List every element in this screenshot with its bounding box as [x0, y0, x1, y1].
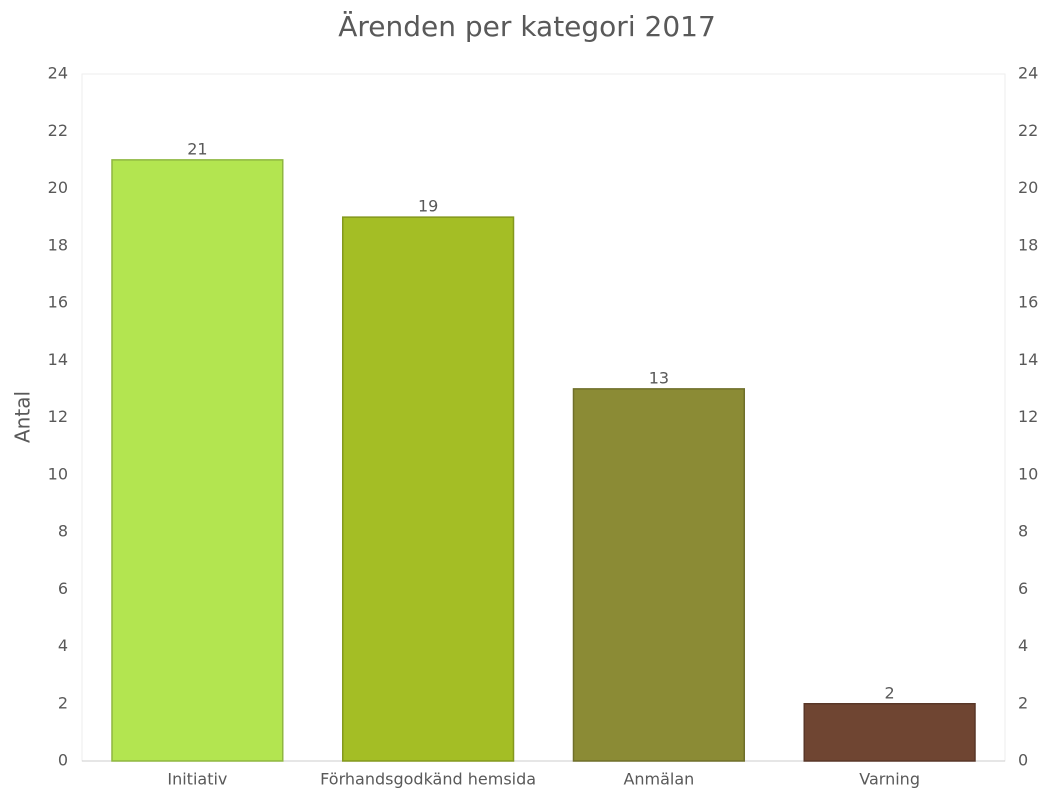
- y-tick-label: 12: [48, 407, 68, 426]
- x-tick-label: Förhandsgodkänd hemsida: [320, 770, 536, 789]
- y2-tick-label: 14: [1018, 350, 1038, 369]
- chart-title: Ärenden per kategori 2017: [338, 10, 716, 43]
- y-tick-label: 2: [58, 693, 68, 712]
- y-tick-label: 20: [48, 178, 68, 197]
- y-tick-label: 10: [48, 464, 68, 483]
- y-tick-label: 0: [58, 751, 68, 770]
- y2-tick-label: 18: [1018, 235, 1038, 254]
- y-tick-label: 16: [48, 293, 68, 312]
- bar: [572, 388, 746, 762]
- x-tick-label: Initiativ: [167, 770, 227, 789]
- y-tick-label: 8: [58, 522, 68, 541]
- y2-tick-label: 2: [1018, 693, 1028, 712]
- y2-tick-label: 20: [1018, 178, 1038, 197]
- data-label: 2: [885, 683, 895, 702]
- y-tick-label: 4: [58, 636, 68, 655]
- y2-tick-label: 10: [1018, 464, 1038, 483]
- y-tick-label: 6: [58, 579, 68, 598]
- y-tick-label: 24: [48, 64, 68, 83]
- y2-tick-label: 12: [1018, 407, 1038, 426]
- bar: [111, 159, 284, 762]
- data-label: 21: [187, 139, 207, 158]
- y2-tick-label: 4: [1018, 636, 1028, 655]
- y2-tick-label: 6: [1018, 579, 1028, 598]
- y2-tick-label: 8: [1018, 522, 1028, 541]
- y-tick-label: 18: [48, 235, 68, 254]
- x-tick-label: Varning: [859, 770, 920, 789]
- y-axis-label: Antal: [11, 391, 35, 443]
- y2-tick-label: 0: [1018, 751, 1028, 770]
- data-label: 13: [649, 368, 669, 387]
- x-tick-label: Anmälan: [623, 770, 694, 789]
- y2-tick-label: 22: [1018, 121, 1038, 140]
- y-tick-label: 22: [48, 121, 68, 140]
- y-tick-label: 14: [48, 350, 68, 369]
- y2-tick-label: 24: [1018, 64, 1038, 83]
- y2-tick-label: 16: [1018, 293, 1038, 312]
- data-label: 19: [418, 197, 438, 216]
- bar: [341, 216, 515, 762]
- bar: [803, 703, 976, 762]
